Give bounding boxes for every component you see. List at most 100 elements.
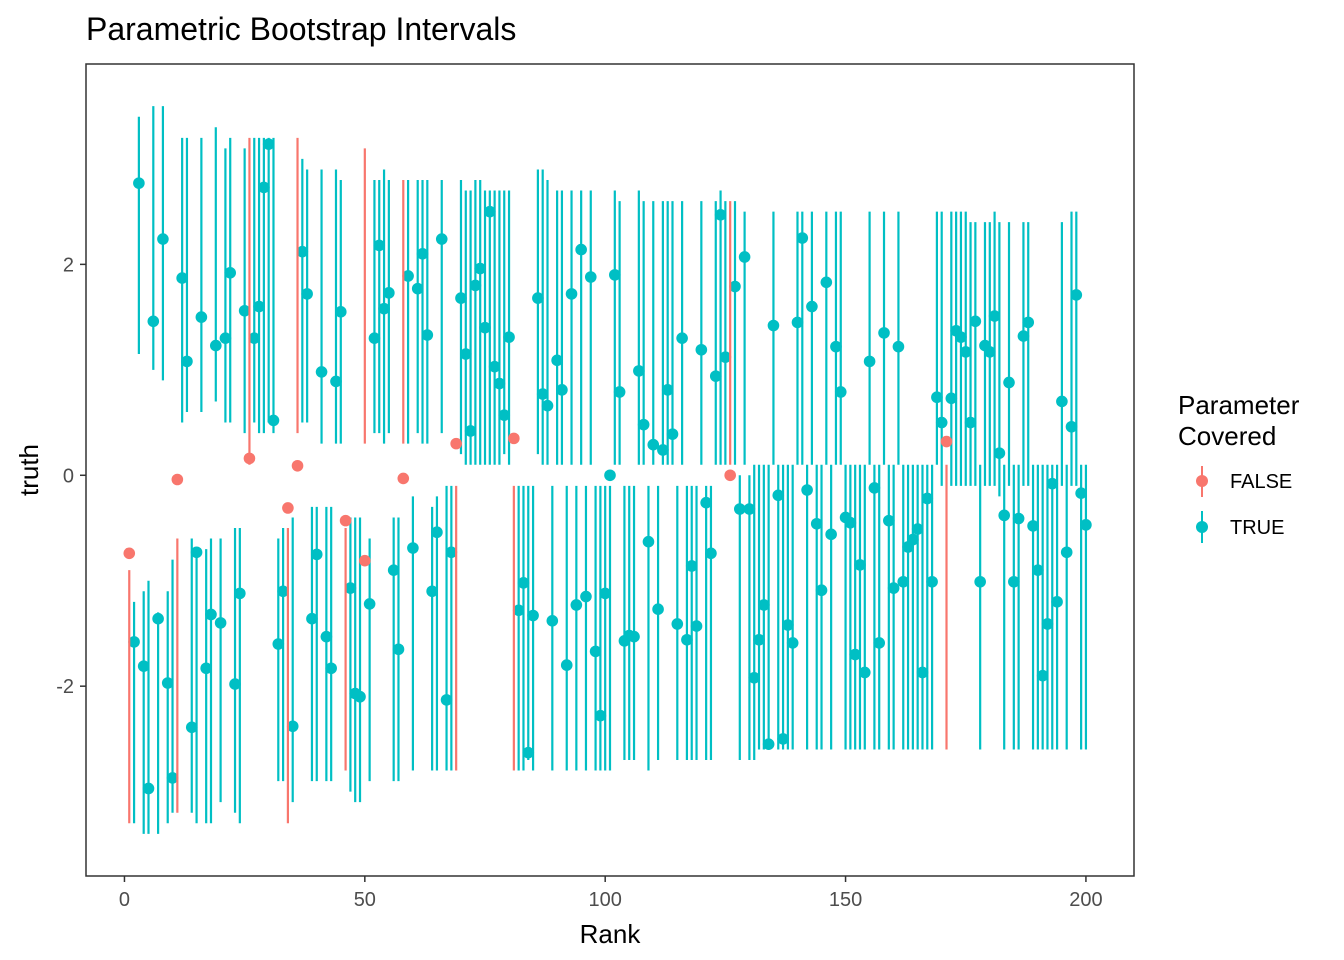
point-true-157 [873, 637, 886, 649]
point-true-200 [1080, 519, 1092, 531]
y-axis: -2 0 2 [56, 254, 86, 698]
point-true-91 [556, 384, 568, 396]
point-true-65 [431, 526, 443, 539]
point-true-19 [209, 339, 222, 352]
point-true-15 [190, 546, 203, 559]
point-true-63 [421, 329, 434, 341]
point-false-1 [123, 547, 136, 560]
x-axis: 0 50 100 150 200 [119, 876, 1103, 911]
point-true-8 [157, 233, 169, 245]
point-true-144 [810, 517, 823, 530]
point-true-184 [1003, 376, 1015, 389]
point-true-142 [801, 484, 813, 496]
point-true-155 [863, 355, 876, 368]
point-true-84 [522, 746, 535, 759]
point-true-127 [729, 280, 741, 293]
point-true-110 [647, 438, 660, 451]
point-true-129 [738, 251, 751, 263]
point-true-145 [815, 584, 828, 597]
legend-entry-false: FALSE [1196, 466, 1292, 497]
point-true-116 [676, 332, 688, 344]
point-true-88 [541, 399, 554, 412]
point-true-113 [661, 384, 674, 396]
point-true-73 [469, 279, 482, 292]
point-true-57 [392, 643, 405, 656]
point-true-77 [488, 360, 501, 373]
point-false-11 [171, 473, 184, 486]
point-true-78 [493, 377, 506, 390]
point-true-154 [858, 666, 871, 679]
point-true-90 [551, 354, 563, 367]
x-tick-label-150: 150 [829, 889, 862, 911]
point-true-61 [411, 282, 424, 295]
point-true-168 [926, 575, 938, 588]
point-true-96 [580, 590, 592, 603]
point-true-109 [642, 535, 655, 548]
point-true-75 [479, 321, 491, 334]
point-true-45 [334, 306, 347, 318]
x-tick-label-100: 100 [589, 889, 622, 911]
y-axis-title: truth [14, 444, 44, 496]
point-true-66 [435, 233, 448, 245]
point-true-92 [560, 659, 573, 671]
point-true-140 [791, 316, 804, 329]
point-true-114 [666, 428, 679, 440]
point-true-37 [296, 245, 309, 258]
point-true-180 [983, 346, 996, 358]
point-true-123 [709, 370, 722, 382]
point-true-124 [714, 209, 727, 221]
point-true-139 [786, 637, 799, 649]
point-true-130 [743, 503, 756, 515]
point-true-112 [657, 444, 669, 456]
point-true-122 [705, 547, 717, 560]
point-true-152 [849, 648, 861, 661]
point-true-195 [1056, 395, 1068, 408]
point-true-137 [777, 733, 789, 745]
point-true-185 [1008, 575, 1020, 588]
point-true-10 [166, 772, 179, 784]
point-true-118 [685, 560, 698, 572]
point-true-59 [402, 270, 414, 282]
point-true-149 [834, 386, 847, 398]
point-true-6 [147, 315, 160, 328]
point-true-199 [1075, 487, 1087, 500]
point-true-108 [637, 418, 650, 431]
x-tick-label-200: 200 [1069, 889, 1102, 911]
point-true-89 [546, 615, 559, 627]
point-true-101 [604, 469, 616, 482]
legend-key-true-dot [1196, 521, 1208, 533]
point-true-172 [945, 392, 958, 405]
point-true-191 [1036, 669, 1049, 682]
point-true-40 [310, 548, 323, 561]
point-true-28 [253, 300, 265, 313]
point-true-18 [205, 608, 217, 621]
legend: Parameter Covered FALSE TRUE [1178, 390, 1300, 543]
point-true-183 [998, 509, 1011, 522]
point-true-51 [363, 598, 376, 610]
point-true-175 [959, 346, 972, 358]
point-true-39 [306, 612, 318, 625]
point-true-166 [916, 666, 929, 679]
point-true-146 [820, 276, 833, 289]
point-true-3 [133, 177, 145, 189]
point-true-102 [609, 269, 621, 281]
point-false-171 [940, 435, 953, 448]
point-true-138 [782, 619, 794, 631]
legend-entry-true: TRUE [1196, 511, 1284, 543]
point-false-69 [450, 437, 462, 450]
point-true-12 [176, 272, 188, 284]
point-true-87 [536, 388, 549, 400]
x-tick-label-0: 0 [119, 889, 130, 911]
point-true-143 [806, 300, 818, 313]
point-true-193 [1046, 477, 1059, 490]
point-true-187 [1017, 330, 1030, 342]
y-tick-label--2: -2 [56, 676, 74, 698]
point-true-190 [1032, 564, 1044, 576]
point-false-50 [359, 554, 371, 567]
point-true-136 [772, 489, 785, 502]
point-true-174 [955, 331, 967, 343]
chart-title: Parametric Bootstrap Intervals [86, 11, 516, 47]
point-true-74 [474, 262, 487, 275]
y-tick-label-2: 2 [63, 254, 74, 276]
point-true-16 [195, 311, 208, 323]
